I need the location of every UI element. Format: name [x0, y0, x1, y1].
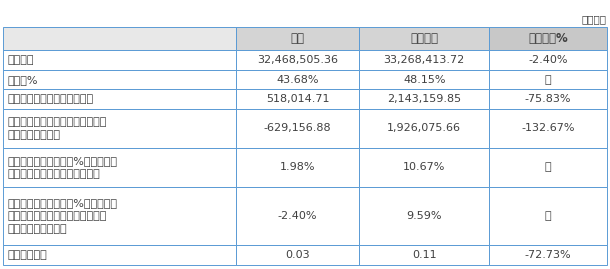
Bar — [235, 70, 359, 89]
Bar — [3, 109, 235, 148]
Bar — [359, 70, 489, 89]
Bar — [3, 148, 235, 187]
Bar — [489, 109, 607, 148]
Bar — [359, 245, 489, 265]
Bar — [3, 50, 235, 70]
Text: -75.83%: -75.83% — [525, 94, 572, 104]
Bar — [359, 27, 489, 50]
Bar — [235, 187, 359, 245]
Bar — [489, 187, 607, 245]
Bar — [489, 89, 607, 109]
Bar — [359, 50, 489, 70]
Text: 毛利率%: 毛利率% — [7, 75, 38, 84]
Text: 营业收入: 营业收入 — [7, 55, 34, 65]
Text: 48.15%: 48.15% — [403, 75, 445, 84]
Text: 0.11: 0.11 — [412, 250, 437, 260]
Text: -132.67%: -132.67% — [522, 123, 575, 133]
Bar — [489, 148, 607, 187]
Text: 32,468,505.36: 32,468,505.36 — [257, 55, 338, 65]
Bar — [489, 245, 607, 265]
Bar — [3, 245, 235, 265]
Bar — [489, 27, 607, 50]
Text: 加权平均净资产收益率%（依据归属
于挂牌公司股东的扣除非经常性损
益后的净利润计算）: 加权平均净资产收益率%（依据归属 于挂牌公司股东的扣除非经常性损 益后的净利润计… — [7, 198, 117, 234]
Text: 1,926,075.66: 1,926,075.66 — [387, 123, 461, 133]
Bar — [235, 245, 359, 265]
Text: －: － — [545, 211, 551, 221]
Text: 增减比例%: 增减比例% — [528, 32, 568, 45]
Text: 33,268,413.72: 33,268,413.72 — [384, 55, 465, 65]
Bar — [489, 70, 607, 89]
Bar — [235, 27, 359, 50]
Text: 基本每股收益: 基本每股收益 — [7, 250, 47, 260]
Text: -2.40%: -2.40% — [528, 55, 568, 65]
Text: 加权平均净资产收益率%（依据归属
于挂牌公司股东的净利润计算）: 加权平均净资产收益率%（依据归属 于挂牌公司股东的净利润计算） — [7, 156, 117, 179]
Text: －: － — [545, 162, 551, 172]
Text: 0.03: 0.03 — [285, 250, 310, 260]
Text: 2,143,159.85: 2,143,159.85 — [387, 94, 461, 104]
Text: －: － — [545, 75, 551, 84]
Text: 归属于挂牌公司股东的扣除非经常
性损益后的净利润: 归属于挂牌公司股东的扣除非经常 性损益后的净利润 — [7, 117, 107, 140]
Text: 单位：元: 单位：元 — [582, 14, 607, 24]
Text: 43.68%: 43.68% — [276, 75, 318, 84]
Bar — [235, 109, 359, 148]
Bar — [489, 50, 607, 70]
Text: -629,156.88: -629,156.88 — [264, 123, 331, 133]
Text: 518,014.71: 518,014.71 — [266, 94, 329, 104]
Bar — [235, 50, 359, 70]
Text: -72.73%: -72.73% — [525, 250, 572, 260]
Bar — [359, 187, 489, 245]
Text: 上年同期: 上年同期 — [411, 32, 438, 45]
Bar — [3, 89, 235, 109]
Text: 本期: 本期 — [290, 32, 304, 45]
Text: 9.59%: 9.59% — [406, 211, 442, 221]
Bar — [3, 27, 235, 50]
Text: 1.98%: 1.98% — [280, 162, 315, 172]
Bar — [235, 89, 359, 109]
Bar — [3, 187, 235, 245]
Bar — [359, 89, 489, 109]
Text: 10.67%: 10.67% — [403, 162, 445, 172]
Bar — [235, 148, 359, 187]
Text: -2.40%: -2.40% — [278, 211, 317, 221]
Bar — [3, 70, 235, 89]
Bar — [359, 148, 489, 187]
Bar — [359, 109, 489, 148]
Text: 归属于挂牌公司股东的净利润: 归属于挂牌公司股东的净利润 — [7, 94, 93, 104]
